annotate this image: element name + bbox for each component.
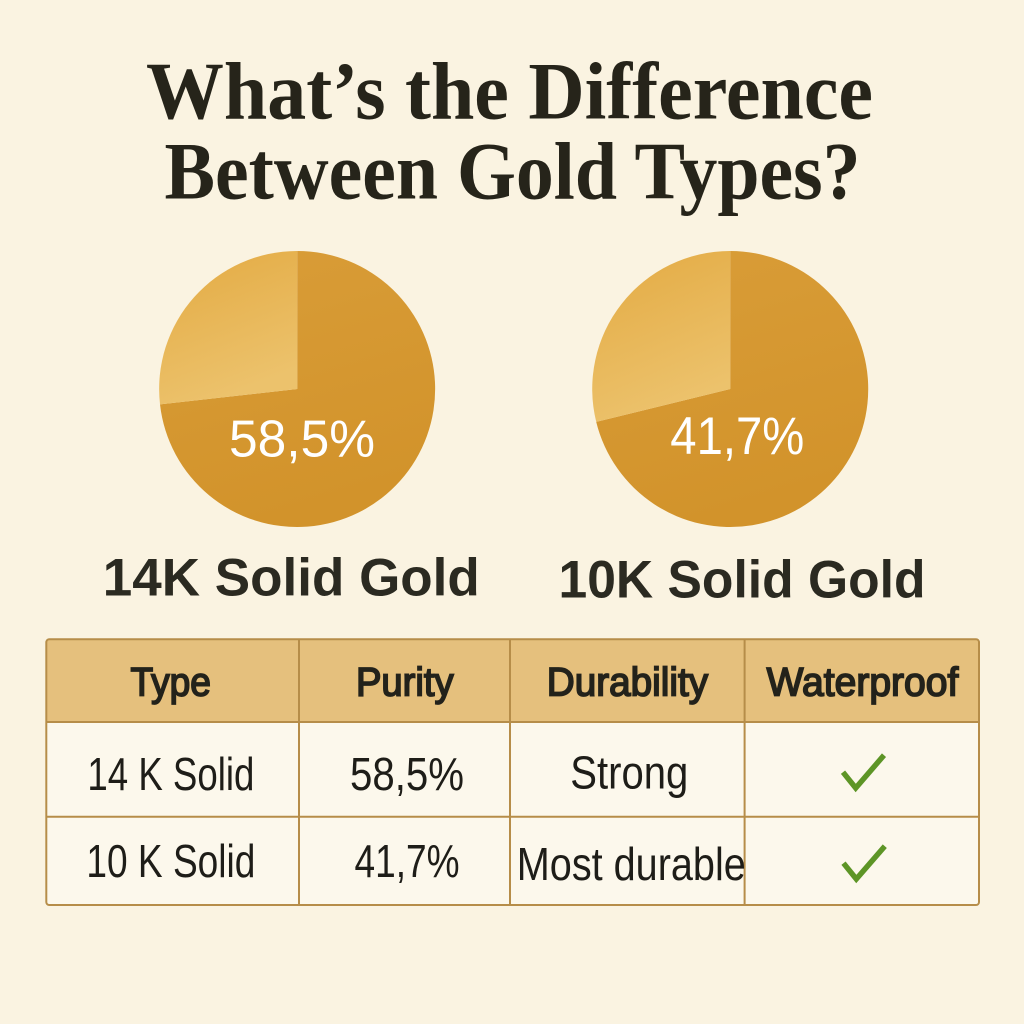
svg-text:10K Solid Gold: 10K Solid Gold (559, 550, 926, 609)
svg-text:Durability: Durability (547, 661, 708, 705)
svg-text:10 K Solid: 10 K Solid (86, 835, 255, 887)
svg-text:14K Solid Gold: 14K Solid Gold (103, 549, 480, 608)
svg-text:58,5%: 58,5% (229, 410, 375, 468)
svg-text:58,5%: 58,5% (350, 748, 464, 800)
svg-text:Purity: Purity (356, 661, 454, 705)
svg-text:What’s the Difference: What’s the Difference (146, 46, 873, 137)
svg-text:41,7%: 41,7% (670, 407, 804, 466)
svg-text:Most durable: Most durable (517, 838, 746, 890)
svg-text:Waterproof: Waterproof (767, 661, 960, 705)
svg-text:Type: Type (130, 661, 211, 705)
svg-text:41,7%: 41,7% (355, 835, 460, 887)
svg-text:Between Gold Types?: Between Gold Types? (165, 126, 861, 217)
svg-text:Strong: Strong (570, 746, 688, 798)
svg-text:14 K Solid: 14 K Solid (87, 748, 254, 800)
